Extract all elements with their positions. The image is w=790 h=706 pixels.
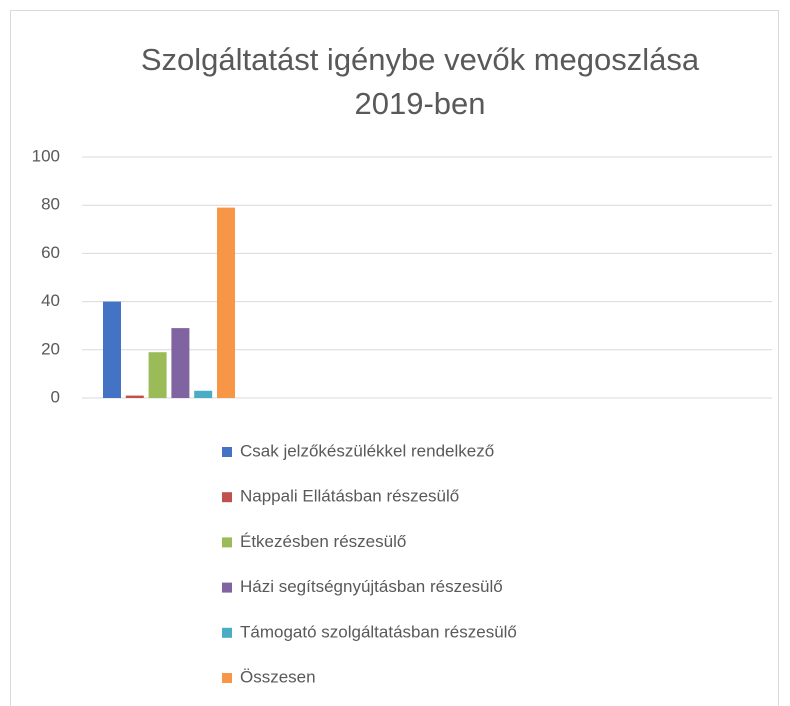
chart-frame [10,10,779,706]
legend-label: Étkezésben részesülő [240,532,406,551]
bar [194,390,213,398]
legend-label: Összesen [240,667,316,686]
bar [217,207,235,398]
bar [171,328,190,398]
y-tick-label: 80 [41,195,60,214]
y-tick-label: 20 [41,339,60,358]
legend-swatch [222,582,232,593]
y-tick-label: 100 [32,146,60,165]
legend-label: Csak jelzőkészülékkel rendelkező [240,441,494,460]
y-tick-label: 0 [51,387,60,406]
legend-label: Nappali Ellátásban részesülő [240,487,459,506]
legend-swatch [222,537,232,548]
legend-swatch [222,492,232,503]
y-tick-label: 60 [41,243,60,262]
legend-swatch [222,447,232,457]
bar [103,301,121,398]
legend-label: Támogató szolgáltatásban részesülő [240,622,517,641]
legend-swatch [222,673,232,683]
y-tick-label: 40 [41,291,60,310]
bar [125,395,144,398]
legend-swatch [222,627,232,638]
bar [148,352,167,398]
chart-title: Szolgáltatást igénybe vevők megoszlása 2… [140,42,700,121]
legend-label: Házi segítségnyújtásban részesülő [240,577,503,596]
